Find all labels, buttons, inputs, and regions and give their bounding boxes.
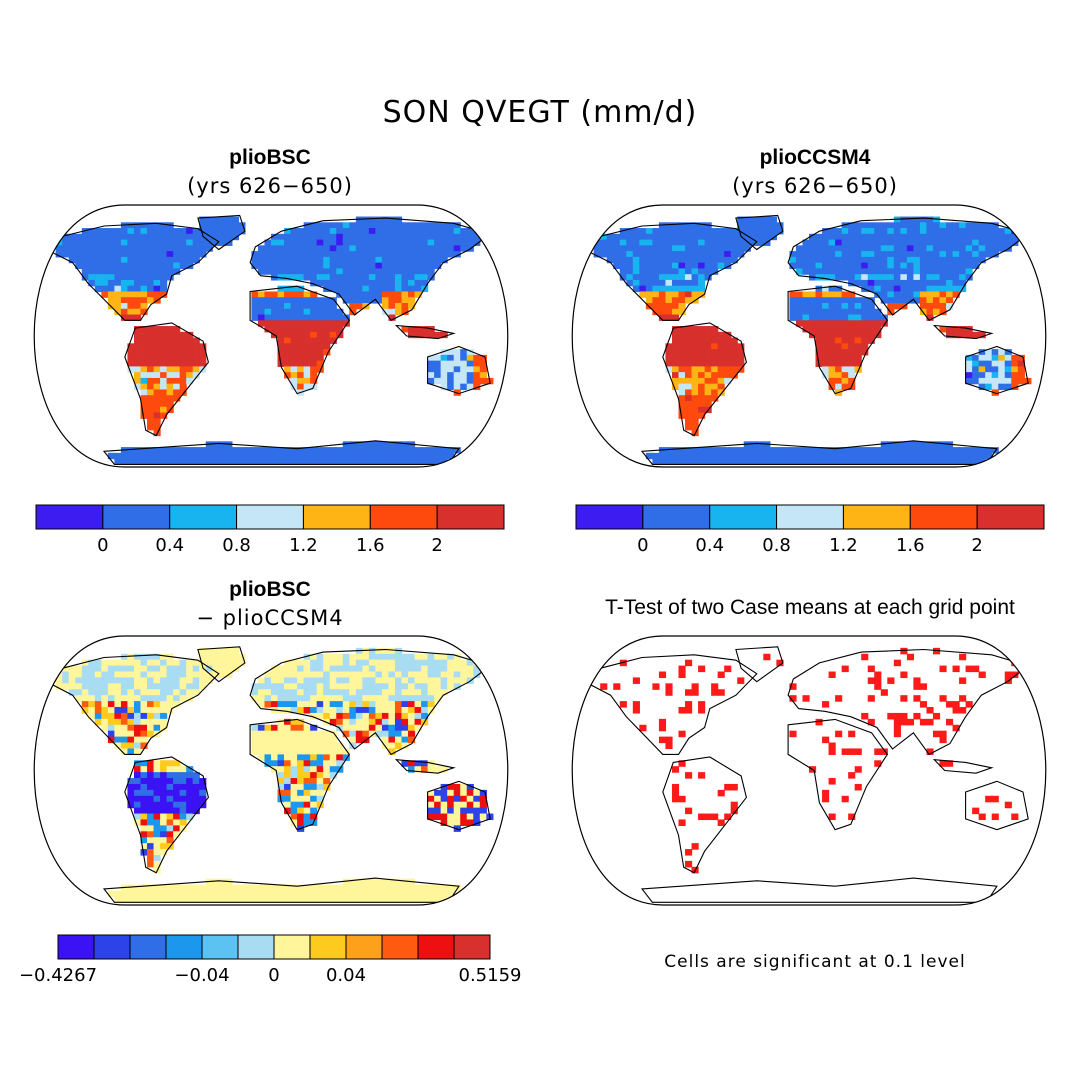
coastline-greenland — [735, 646, 784, 683]
panel-2-title: plioCCSM4 — [759, 146, 871, 169]
coastline-southAmerica — [124, 322, 210, 437]
coastline-greenland — [197, 646, 246, 683]
colorbar-panel-3-swatch — [93, 934, 131, 960]
colorbar-panel-1-tick-label: 0 — [97, 535, 108, 556]
colorbar-panel-1-swatch — [369, 504, 438, 530]
coastline-australia — [965, 345, 1029, 395]
coastline-greenland — [197, 214, 246, 251]
coastline-australia — [965, 780, 1029, 831]
colorbar-panel-1: 0 0.4 0.8 1.2 1.6 2 — [35, 504, 505, 556]
colorbar-panel-3-swatch — [417, 934, 455, 960]
colorbar-panel-2-tick-label: 0 — [637, 535, 648, 556]
colorbar-panel-3-tick-label: 0.5159 — [459, 965, 522, 986]
colorbar-panel-1-tick-label: 1.6 — [356, 535, 385, 556]
colorbar-panel-2-swatch — [575, 504, 644, 530]
coastline-africa — [249, 718, 350, 831]
colorbar-panel-3-swatch — [201, 934, 239, 960]
colorbar-panel-1-swatch — [236, 504, 304, 530]
coastline-southAmerica — [662, 756, 747, 874]
colorbar-panel-1-tick-label: 2 — [431, 535, 442, 556]
colorbar-panel-3-swatch — [273, 934, 311, 960]
coastline-indonesia — [932, 759, 994, 774]
panel-3-subtitle: − plioCCSM4 — [196, 606, 344, 630]
colorbar-panel-2-tick-label: 0.4 — [695, 535, 724, 556]
colorbar-panel-2-swatch — [976, 504, 1045, 530]
coastline-southAmerica — [662, 322, 748, 437]
map-panel-2 — [572, 205, 1046, 467]
colorbar-panel-3-tick-label: 0.04 — [326, 965, 366, 986]
colorbar-panel-2-swatch — [709, 504, 778, 530]
coastline-australia — [427, 345, 491, 395]
panel-4-title: T-Test of two Case means at each grid po… — [605, 596, 1015, 619]
map-border-4 — [571, 635, 1047, 906]
coastline-indonesia — [394, 759, 456, 774]
coastline-antarctica — [102, 877, 460, 903]
colorbar-panel-3-swatch — [237, 934, 275, 960]
figure-title: SON QVEGT (mm/d) — [382, 95, 698, 130]
colorbar-panel-1-tick-label: 0.8 — [222, 535, 251, 556]
colorbar-panel-2-tick-label: 2 — [971, 535, 982, 556]
coastline-africa — [787, 285, 888, 395]
colorbar-panel-1-swatch — [436, 504, 505, 530]
coastline-greenland — [735, 214, 784, 251]
colorbar-panel-3: −0.4267 −0.04 0 0.04 0.5159 — [19, 934, 522, 986]
map-panel-3 — [34, 636, 508, 905]
colorbar-panel-2-tick-label: 0.8 — [762, 535, 791, 556]
colorbar-panel-3-swatch — [57, 934, 95, 960]
coastline-indonesia — [394, 324, 456, 340]
map-border-1 — [33, 204, 509, 468]
colorbar-panel-2-tick-label: 1.2 — [829, 535, 858, 556]
colorbar-panel-3-tick-label: −0.04 — [174, 965, 229, 986]
map-panel-1 — [34, 205, 508, 467]
coastline-eurasia — [787, 217, 1030, 321]
coastline-indonesia — [932, 324, 994, 340]
colorbar-panel-1-swatch — [302, 504, 371, 530]
colorbar-panel-1-swatch — [102, 504, 171, 530]
coastline-africa — [787, 718, 888, 831]
map-border-3 — [33, 635, 509, 906]
coastline-australia — [427, 780, 491, 831]
coastline-northAmerica — [51, 222, 220, 321]
panel-1-title: plioBSC — [229, 146, 311, 169]
coastline-antarctica — [640, 877, 998, 903]
colorbar-panel-2-swatch — [909, 504, 978, 530]
colorbar-panel-2: 0 0.4 0.8 1.2 1.6 2 — [575, 504, 1045, 556]
coastline-antarctica — [640, 440, 998, 465]
panel-3-title: plioBSC — [229, 578, 311, 601]
coastline-northAmerica — [51, 654, 220, 755]
colorbar-panel-3-swatch — [129, 934, 167, 960]
coastline-africa — [249, 285, 350, 395]
map-border-2 — [571, 204, 1047, 468]
colorbar-panel-3-swatch — [309, 934, 347, 960]
colorbar-panel-3-swatch — [453, 934, 491, 960]
panel-2-subtitle: (yrs 626−650) — [732, 174, 898, 198]
colorbar-panel-1-swatch — [169, 504, 238, 530]
significance-note: Cells are significant at 0.1 level — [664, 952, 966, 972]
coastline-eurasia — [787, 648, 1030, 756]
coastline-northAmerica — [589, 222, 758, 321]
colorbar-panel-2-swatch — [842, 504, 911, 530]
map-panel-4 — [572, 636, 1046, 905]
coastline-northAmerica — [589, 654, 758, 755]
coastline-antarctica — [102, 440, 460, 465]
colorbar-panel-1-tick-label: 1.2 — [289, 535, 318, 556]
colorbar-panel-1-swatch — [35, 504, 104, 530]
coastline-southAmerica — [124, 756, 209, 874]
colorbar-panel-3-tick-label: −0.4267 — [19, 965, 97, 986]
colorbar-panel-2-tick-label: 1.6 — [896, 535, 925, 556]
coastline-eurasia — [249, 648, 492, 756]
colorbar-panel-2-swatch — [776, 504, 844, 530]
colorbar-panel-3-tick-label: 0 — [268, 965, 279, 986]
colorbar-panel-3-swatch — [345, 934, 383, 960]
panel-1-subtitle: (yrs 626−650) — [187, 174, 353, 198]
colorbar-panel-1-tick-label: 0.4 — [155, 535, 184, 556]
colorbar-panel-3-swatch — [165, 934, 203, 960]
colorbar-panel-2-swatch — [642, 504, 711, 530]
colorbar-panel-3-swatch — [381, 934, 419, 960]
coastline-eurasia — [249, 217, 492, 321]
